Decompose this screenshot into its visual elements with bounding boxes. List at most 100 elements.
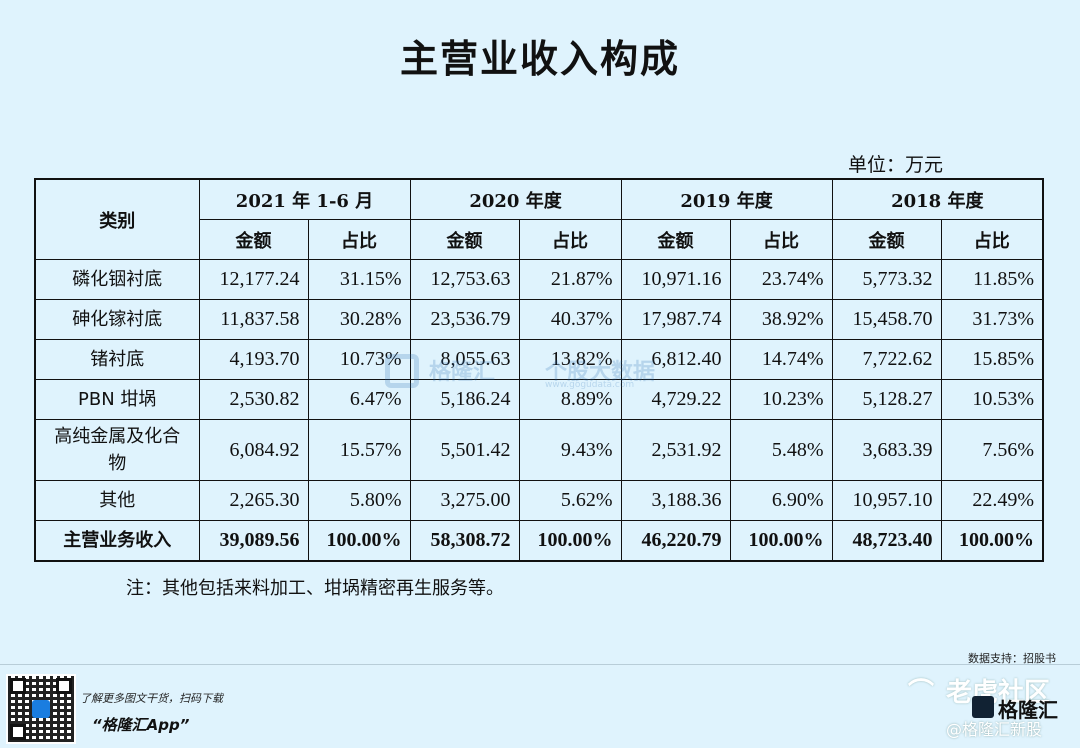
category-cell: 锗衬底 [34, 339, 200, 380]
ratio-cell: 11.85% [940, 259, 1044, 300]
ratio-cell: 5.48% [729, 419, 833, 481]
ratio-cell: 7.56% [940, 419, 1044, 481]
total-amount-cell: 39,089.56 [198, 520, 309, 562]
amount-cell: 5,186.24 [409, 379, 520, 420]
qr-finder-icon [10, 678, 26, 694]
period-header: 2020 年度 [409, 178, 622, 220]
amount-cell: 4,729.22 [620, 379, 731, 420]
ratio-header: 占比 [729, 219, 833, 260]
ratio-cell: 38.92% [729, 299, 833, 340]
ratio-cell: 23.74% [729, 259, 833, 300]
amount-cell: 23,536.79 [409, 299, 520, 340]
ratio-cell: 21.87% [518, 259, 622, 300]
amount-header: 金额 [198, 219, 309, 260]
footer-divider [0, 664, 1080, 665]
gelonghui-brand: 格隆汇 [972, 694, 1072, 722]
ratio-cell: 22.49% [940, 480, 1044, 521]
period-header: 2018 年度 [831, 178, 1044, 220]
gelonghui-logo-icon [972, 696, 994, 718]
total-ratio-cell: 100.00% [729, 520, 833, 562]
revenue-table: 类别 2021 年 1-6 月 2020 年度 2019 年度 2018 年度 … [34, 178, 1045, 562]
ratio-cell: 15.57% [307, 419, 411, 481]
table-row: 其他 2,265.30 5.80% 3,275.00 5.62% 3,188.3… [34, 480, 1044, 521]
footnote: 注：其他包括来料加工、坩埚精密再生服务等。 [126, 578, 504, 599]
app-logo-icon [32, 700, 50, 718]
ratio-cell: 10.73% [307, 339, 411, 380]
total-amount-cell: 58,308.72 [409, 520, 520, 562]
amount-cell: 3,683.39 [831, 419, 942, 481]
amount-cell: 8,055.63 [409, 339, 520, 380]
amount-cell: 12,177.24 [198, 259, 309, 300]
amount-cell: 10,957.10 [831, 480, 942, 521]
table-row: 高纯金属及化合物 6,084.92 15.57% 5,501.42 9.43% … [34, 419, 1044, 481]
amount-cell: 6,812.40 [620, 339, 731, 380]
amount-cell: 15,458.70 [831, 299, 942, 340]
amount-cell: 11,837.58 [198, 299, 309, 340]
amount-cell: 12,753.63 [409, 259, 520, 300]
ratio-cell: 40.37% [518, 299, 622, 340]
amount-cell: 7,722.62 [831, 339, 942, 380]
period-header: 2019 年度 [620, 178, 833, 220]
category-cell: 砷化镓衬底 [34, 299, 200, 340]
ratio-cell: 6.90% [729, 480, 833, 521]
ratio-cell: 9.43% [518, 419, 622, 481]
total-amount-cell: 48,723.40 [831, 520, 942, 562]
amount-header: 金额 [620, 219, 731, 260]
ratio-cell: 30.28% [307, 299, 411, 340]
qr-finder-icon [56, 678, 72, 694]
amount-cell: 3,275.00 [409, 480, 520, 521]
table-row: 砷化镓衬底 11,837.58 30.28% 23,536.79 40.37% … [34, 299, 1044, 340]
ratio-cell: 31.73% [940, 299, 1044, 340]
amount-cell: 2,530.82 [198, 379, 309, 420]
data-source: 数据支持：招股书 [968, 652, 1056, 665]
total-label: 主营业务收入 [34, 520, 200, 562]
amount-cell: 5,773.32 [831, 259, 942, 300]
ratio-cell: 5.62% [518, 480, 622, 521]
tiger-brand-text: 老虎社区 [946, 678, 1051, 708]
total-ratio-cell: 100.00% [518, 520, 622, 562]
unit-label: 单位：万元 [848, 154, 944, 176]
ratio-cell: 13.82% [518, 339, 622, 380]
amount-cell: 3,188.36 [620, 480, 731, 521]
period-header: 2021 年 1-6 月 [198, 178, 411, 220]
category-cell: PBN 坩埚 [34, 379, 200, 420]
ratio-cell: 10.53% [940, 379, 1044, 420]
amount-cell: 5,501.42 [409, 419, 520, 481]
download-promo: 了解更多图文干货，扫码下载 [80, 692, 223, 705]
app-name: “格隆汇App” [92, 716, 190, 734]
amount-cell: 2,265.30 [198, 480, 309, 521]
table-row: 磷化铟衬底 12,177.24 31.15% 12,753.63 21.87% … [34, 259, 1044, 300]
tiger-community-brand: ⌒ 老虎社区 [908, 672, 1050, 709]
ratio-cell: 15.85% [940, 339, 1044, 380]
brand-logo-text: 格隆汇 [998, 698, 1058, 722]
ratio-header: 占比 [307, 219, 411, 260]
ratio-header: 占比 [518, 219, 622, 260]
table-row: 锗衬底 4,193.70 10.73% 8,055.63 13.82% 6,81… [34, 339, 1044, 380]
ratio-cell: 14.74% [729, 339, 833, 380]
page-title: 主营业收入构成 [399, 37, 680, 81]
ratio-header: 占比 [940, 219, 1044, 260]
category-cell: 高纯金属及化合物 [34, 419, 200, 481]
category-cell: 其他 [34, 480, 200, 521]
ratio-cell: 6.47% [307, 379, 411, 420]
total-ratio-cell: 100.00% [940, 520, 1044, 562]
total-ratio-cell: 100.00% [307, 520, 411, 562]
ratio-cell: 10.23% [729, 379, 833, 420]
total-amount-cell: 46,220.79 [620, 520, 731, 562]
author-handle: @格隆汇新股 [946, 720, 1043, 739]
table-row: PBN 坩埚 2,530.82 6.47% 5,186.24 8.89% 4,7… [34, 379, 1044, 420]
ratio-cell: 8.89% [518, 379, 622, 420]
ratio-cell: 31.15% [307, 259, 411, 300]
amount-header: 金额 [409, 219, 520, 260]
qr-code[interactable] [6, 674, 76, 744]
amount-cell: 17,987.74 [620, 299, 731, 340]
amount-cell: 5,128.27 [831, 379, 942, 420]
amount-cell: 4,193.70 [198, 339, 309, 380]
amount-header: 金额 [831, 219, 942, 260]
amount-cell: 2,531.92 [620, 419, 731, 481]
total-row: 主营业务收入 39,089.56 100.00% 58,308.72 100.0… [34, 520, 1044, 562]
amount-cell: 10,971.16 [620, 259, 731, 300]
tiger-logo-icon: ⌒ [908, 678, 935, 708]
ratio-cell: 5.80% [307, 480, 411, 521]
amount-cell: 6,084.92 [198, 419, 309, 481]
